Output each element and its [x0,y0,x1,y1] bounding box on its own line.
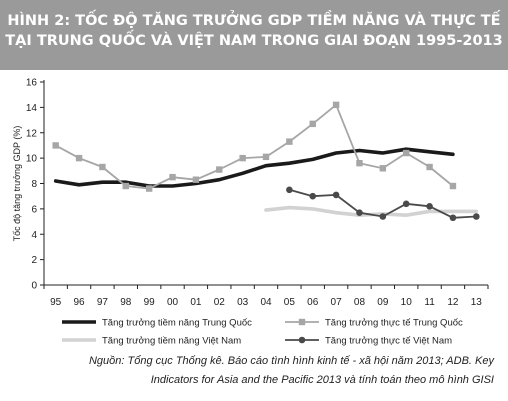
y-tick-label: 16 [26,78,38,89]
series-1 [53,147,455,188]
data-point [379,165,387,172]
y-tick-label: 14 [26,103,38,114]
chart-title-line-2: TẠI TRUNG QUỐC VÀ VIỆT NAM TRONG GIAI ĐO… [5,33,503,49]
y-tick-label: 2 [31,255,37,266]
data-point [379,213,387,220]
legend-label: Tăng trưởng thực tế Trung Quốc [325,318,463,329]
chart-title-line-1: HÌNH 2: TỐC ĐỘ TĂNG TRƯỞNG GDP TIỀM NĂNG… [7,13,501,29]
data-point [426,203,433,210]
data-point [286,186,293,194]
x-tick-label: 12 [447,297,459,308]
x-tick-label: 96 [73,297,85,308]
data-point [216,166,223,173]
data-point [449,182,457,190]
x-tick-label: 99 [144,297,156,308]
x-tick-label: 97 [97,297,109,308]
data-point [286,138,293,145]
y-tick-label: 4 [31,230,37,241]
x-tick-label: 95 [50,297,62,308]
source-note-line-2: Indicators for Asia and the Pacific 2013… [150,374,494,386]
legend-marker [298,318,306,326]
legend-item-4: Tăng trưởng thực tế Việt Nam [285,336,452,347]
chart-plot-area [52,101,480,222]
legend-item-3: Tăng trưởng tiềm năng Việt Nam [62,336,241,347]
legend-item-2: Tăng trưởng thực tế Trung Quốc [285,318,463,329]
data-point [402,200,410,208]
y-tick-label: 8 [31,179,37,190]
data-point [473,213,480,220]
data-point [403,149,410,157]
data-point [99,163,106,171]
x-tick-label: 06 [307,297,319,308]
x-tick-label: 01 [190,297,202,308]
data-point [192,176,200,183]
data-point [75,154,83,162]
data-point [122,182,129,190]
source-note: Nguồn: Tổng cục Thống kê. Báo cáo tình h… [89,352,494,390]
data-point [262,153,270,161]
legend-label: Tăng trưởng tiềm năng Trung Quốc [102,318,252,329]
series-4 [286,186,480,222]
data-point [145,185,153,192]
data-point [356,209,363,216]
x-tick-label: 10 [401,297,413,308]
data-point [309,120,316,128]
data-point [449,214,457,222]
data-point [426,163,433,171]
x-tick-label: 09 [377,297,389,308]
x-tick-label: 13 [471,297,483,308]
data-point [309,192,317,200]
x-tick-label: 07 [331,297,343,308]
x-tick-label: 05 [284,297,296,308]
x-tick-label: 00 [167,297,179,308]
source-note-line-1: Nguồn: Tổng cục Thống kê. Báo cáo tình h… [88,355,494,367]
series-2 [52,101,457,192]
chart-legend: Tăng trưởng tiềm năng Trung Quốc Tăng trư… [62,318,463,347]
data-point [169,173,176,181]
legend-label: Tăng trưởng thực tế Việt Nam [325,336,452,347]
series-line [53,147,455,188]
data-point [356,160,363,167]
x-tick-label: 03 [237,297,249,308]
y-tick-label: 10 [26,154,38,165]
x-tick-label: 98 [120,297,132,308]
data-point [52,142,59,149]
x-tick-label: 11 [424,297,435,308]
y-tick-label: 0 [31,281,37,292]
x-tick-label: 02 [214,297,226,308]
data-point [332,191,340,199]
y-axis-label: Tốc độ tăng trưởng GDP (%) [12,126,22,242]
chart-title-band: HÌNH 2: TỐC ĐỘ TĂNG TRƯỞNG GDP TIỀM NĂNG… [0,0,508,70]
data-point [239,154,246,162]
legend-item-1: Tăng trưởng tiềm năng Trung Quốc [62,318,252,329]
legend-label: Tăng trưởng tiềm năng Việt Nam [102,336,241,347]
y-tick-label: 6 [31,204,37,215]
legend-marker [298,336,306,344]
x-tick-label: 04 [260,297,272,308]
data-point [332,101,340,109]
series-line [54,103,454,190]
y-tick-label: 12 [26,128,38,139]
x-tick-label: 08 [354,297,366,308]
